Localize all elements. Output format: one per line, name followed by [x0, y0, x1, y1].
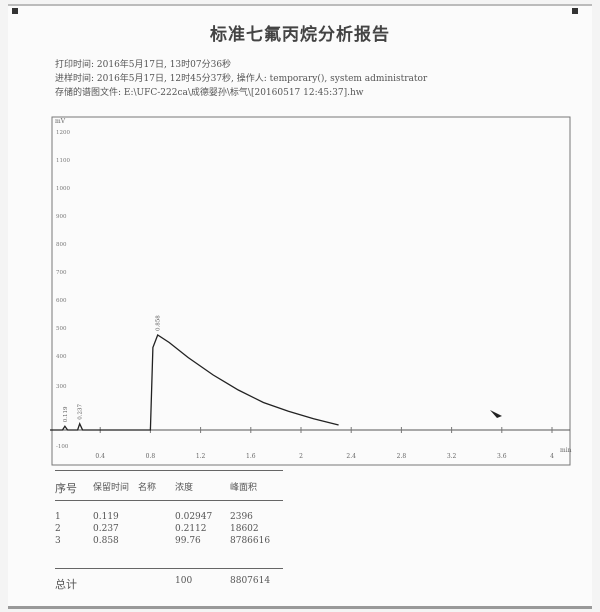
plot-frame [51, 116, 571, 466]
table-cell: 0.02947 [175, 512, 213, 522]
pen-mark [490, 410, 502, 418]
table-header: 序号 保留时间 名称 浓度 峰面积 [55, 480, 305, 495]
x-tick-label: 1.6 [246, 453, 256, 460]
peak-label: 0.858 [156, 315, 162, 331]
x-tick-label: 0.8 [146, 453, 156, 460]
y-tick-label: 1000 [56, 186, 70, 192]
header-index: 序号 [55, 482, 77, 495]
chromatogram-file: 存储的谱图文件: E:\UFC-222ca\成德婴孙\标气\[20160517 … [55, 88, 364, 98]
total-concentration: 100 [175, 576, 193, 586]
y-tick-label: 800 [56, 242, 67, 248]
x-tick-label: 2.4 [346, 453, 356, 460]
total-peak-area: 8807614 [230, 576, 271, 586]
y-tick-label: 700 [56, 270, 67, 276]
y-tick-label: 1200 [56, 130, 70, 136]
total-label: 总计 [55, 578, 77, 591]
chromatogram-trace [50, 334, 339, 431]
y-tick-label: 900 [56, 214, 67, 220]
table-cell: 18602 [230, 524, 259, 534]
peak-label: 0.119 [63, 406, 69, 422]
x-axis-unit: min [560, 447, 572, 454]
x-tick-label: 4 [550, 453, 554, 460]
pin-mark [572, 8, 578, 14]
table-cell: 1 [55, 512, 61, 522]
report-title: 标准七氟丙烷分析报告 [210, 25, 390, 45]
y-axis-unit: mV [55, 118, 66, 125]
table-cell: 3 [55, 536, 61, 546]
peak-label: 0.237 [78, 404, 84, 420]
x-tick-label: 1.2 [196, 453, 206, 460]
y-tick-label: 1100 [56, 158, 70, 164]
table-cell: 2396 [230, 512, 253, 522]
header-peak-area: 峰面积 [230, 483, 258, 493]
y-tick-label: 300 [56, 384, 67, 390]
x-tick-label: 2.8 [397, 453, 407, 460]
y-tick-label: -100 [56, 444, 69, 450]
x-tick-label: 3.6 [497, 453, 507, 460]
y-tick-label: 500 [56, 326, 67, 332]
header-name: 名称 [138, 483, 157, 493]
table-cell: 0.2112 [175, 524, 207, 534]
print-time: 打印时间: 2016年5月17日, 13时07分36秒 [55, 60, 232, 70]
x-tick-label: 0.4 [95, 453, 105, 460]
header-retention-time: 保留时间 [93, 483, 130, 493]
report-paper [8, 4, 592, 609]
x-tick-label: 3.2 [447, 453, 457, 460]
table-cell: 0.119 [93, 512, 119, 522]
table-cell: 0.237 [93, 524, 119, 534]
table-cell: 2 [55, 524, 61, 534]
pin-mark [12, 8, 18, 14]
inject-time: 进样时间: 2016年5月17日, 12时45分37秒, 操作人: tempor… [55, 74, 428, 84]
x-tick-label: 2 [299, 453, 303, 460]
table-cell: 0.858 [93, 536, 119, 546]
y-tick-label: 600 [56, 298, 67, 304]
table-cell: 99.76 [175, 536, 201, 546]
header-concentration: 浓度 [175, 483, 194, 493]
table-cell: 8786616 [230, 536, 271, 546]
y-tick-label: 400 [56, 354, 67, 360]
